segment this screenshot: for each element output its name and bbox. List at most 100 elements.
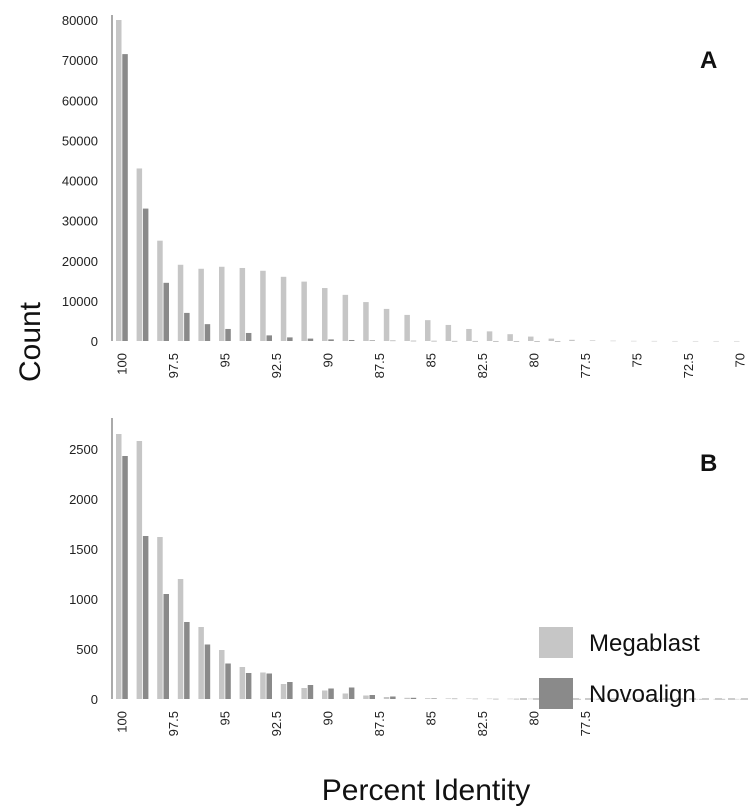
legend-label-megablast: Megablast	[589, 630, 700, 657]
panelB-bar-novoalign-72	[699, 698, 705, 700]
panelA-bar-megablast-84	[445, 324, 452, 341]
panelB-y-tick-label: 500	[76, 642, 98, 657]
panelB-bar-megablast-93	[260, 672, 266, 699]
panelA-bar-novoalign-91	[307, 338, 314, 341]
panel-b-chart: 0 500 1000 1500 2000 2500 100 97.5 95 92.5 90 87.5…	[69, 418, 748, 736]
panelA-bar-novoalign-98	[163, 282, 169, 341]
panelB-bar-novoalign-87	[390, 696, 396, 699]
panelB-bar-novoalign-81	[513, 698, 520, 700]
panel-a-label: A	[700, 47, 717, 74]
panelB-bar-novoalign-88	[369, 695, 375, 699]
panelB-bar-megablast-99	[136, 441, 143, 699]
panelB-bar-novoalign-76	[616, 698, 623, 700]
panelB-bar-novoalign-83	[472, 698, 478, 700]
panelA-x-tick-label: 92.5	[269, 353, 284, 378]
panelB-bar-megablast-100	[116, 434, 122, 699]
panelB-bar-megablast-86	[404, 697, 410, 699]
panelB-y-tick-label: 2500	[69, 442, 98, 457]
y-axis-label: Count	[14, 301, 47, 382]
panelB-bar-megablast-75	[631, 698, 637, 700]
panelA-bar-novoalign-92	[287, 337, 293, 341]
legend-swatch-novoalign	[539, 678, 573, 709]
panelB-y-tick-label: 0	[91, 692, 98, 707]
panelB-bar-novoalign-82	[493, 698, 499, 700]
panelA-bar-novoalign-96	[204, 324, 211, 341]
panelB-x-tick-label: 97.5	[166, 711, 181, 736]
panelB-bar-novoalign-74	[657, 698, 664, 700]
panelB-bar-novoalign-96	[204, 644, 211, 699]
panel-a-x-ticks: 10097.59592.59087.58582.58077.57572.5706…	[115, 353, 748, 378]
panelB-bar-megablast-98	[157, 537, 163, 699]
panelB-bar-megablast-88	[363, 695, 369, 699]
panel-a-y-ticks: 0 10000 20000 30000 40000 50000 60000 70000 8000…	[62, 13, 98, 349]
panelA-bar-megablast-80	[528, 336, 534, 341]
panelB-bar-novoalign-92	[287, 682, 293, 699]
panelA-y-tick-label: 80000	[62, 13, 98, 28]
panelA-bar-novoalign-87	[390, 340, 396, 342]
panelB-bar-novoalign-94	[245, 673, 252, 699]
panelA-bar-megablast-100	[116, 20, 122, 341]
panelB-x-tick-label: 77.5	[578, 711, 593, 736]
panelA-bar-megablast-89	[342, 294, 349, 341]
panelA-bar-megablast-95	[219, 266, 225, 341]
panelB-bar-novoalign-97	[184, 622, 190, 699]
panelB-x-tick-label: 85	[424, 711, 439, 725]
panelA-x-tick-label: 90	[321, 353, 336, 367]
panelA-bar-megablast-81	[507, 334, 513, 341]
panelB-y-tick-label: 2000	[69, 492, 98, 507]
panel-a-chart: 0 10000 20000 30000 40000 50000 60000 70000 8000…	[62, 13, 748, 378]
panelA-bar-novoalign-100	[122, 54, 128, 341]
panelA-bar-megablast-97	[177, 264, 184, 341]
panelB-bar-megablast-91	[301, 688, 307, 699]
panelA-bar-novoalign-85	[431, 340, 437, 342]
panelA-bar-novoalign-94	[245, 332, 252, 341]
panelA-bar-megablast-92	[280, 276, 287, 341]
panel-b-label: B	[700, 450, 717, 477]
panelA-x-tick-label: 95	[218, 353, 233, 367]
panelB-bar-novoalign-86	[410, 697, 417, 699]
panelB-bar-megablast-95	[219, 650, 225, 699]
panelA-y-tick-label: 20000	[62, 254, 98, 269]
panel-b-y-ticks: 0 500 1000 1500 2000 2500	[69, 442, 98, 707]
panelA-x-tick-label: 100	[115, 353, 130, 375]
panelA-y-tick-label: 10000	[62, 294, 98, 309]
panelA-bar-megablast-75	[631, 340, 637, 342]
panelA-x-tick-label: 80	[527, 353, 542, 367]
panelA-bar-novoalign-84	[451, 340, 458, 342]
panelA-bar-novoalign-88	[369, 340, 375, 341]
panelA-bar-megablast-83	[466, 328, 472, 341]
legend-label-novoalign: Novoalign	[589, 681, 696, 708]
panelB-bar-novoalign-71	[719, 698, 726, 700]
panelA-bar-megablast-72	[692, 340, 699, 342]
panelA-bar-novoalign-81	[513, 340, 520, 342]
panelA-y-tick-label: 30000	[62, 214, 98, 229]
panelB-x-tick-label: 80	[527, 711, 542, 725]
panelB-bar-novoalign-89	[348, 687, 355, 699]
panelB-bar-megablast-92	[280, 684, 287, 699]
panelA-bar-novoalign-89	[348, 339, 355, 341]
panelB-bar-megablast-80	[528, 698, 534, 700]
panelB-bar-novoalign-85	[431, 698, 437, 699]
panelB-bar-megablast-85	[425, 698, 431, 699]
panelA-bar-megablast-78	[569, 339, 575, 341]
panelB-x-tick-label: 90	[321, 711, 336, 725]
panelA-bar-novoalign-97	[184, 312, 190, 341]
panelA-bar-novoalign-99	[142, 208, 149, 341]
panelA-bar-megablast-77	[589, 340, 596, 341]
panelA-bar-megablast-87	[383, 308, 390, 341]
panelB-y-tick-label: 1500	[69, 542, 98, 557]
panelB-bar-megablast-77	[589, 698, 596, 700]
panelA-bar-megablast-70	[734, 340, 740, 342]
panelB-bar-novoalign-99	[142, 536, 149, 699]
panelA-bar-megablast-93	[260, 270, 266, 341]
panelA-y-tick-label: 50000	[62, 133, 98, 148]
panelB-bar-megablast-97	[177, 579, 184, 699]
panelA-x-tick-label: 72.5	[681, 353, 696, 378]
panelB-bar-novoalign-95	[225, 663, 231, 699]
panelA-bar-novoalign-93	[266, 335, 272, 341]
panelA-bar-megablast-71	[713, 340, 719, 342]
panelA-bar-megablast-73	[672, 340, 678, 342]
panelB-bar-novoalign-90	[328, 688, 334, 699]
panelA-x-tick-label: 77.5	[578, 353, 593, 378]
panelA-bar-megablast-76	[610, 340, 616, 342]
